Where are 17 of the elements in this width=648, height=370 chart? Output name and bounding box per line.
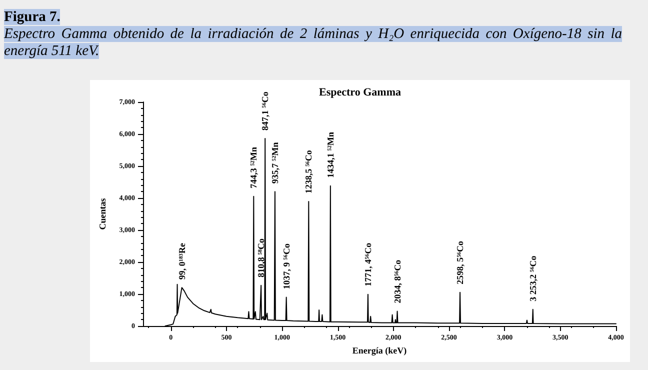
annotation: 744,3 ⁵²Mn xyxy=(248,146,259,188)
annotation: 3 253,2 ⁵⁶Co xyxy=(528,255,538,302)
y-axis-title: Cuentas xyxy=(98,198,108,230)
annotation: 2598, 5⁵⁶Co xyxy=(455,240,466,284)
annotation: 1434,1 ⁵²Mn xyxy=(325,132,336,178)
annotation: 810,8 ⁵⁸Co xyxy=(256,238,266,278)
annotation: 847,1 ⁵⁶Co xyxy=(260,91,270,130)
annotation: 2034, 8⁵⁶Co xyxy=(392,259,402,304)
annotation: 1037, 9 ⁵⁶Co xyxy=(281,243,292,290)
chart-title: Espectro Gamma xyxy=(319,86,402,98)
annotation: 1238,5 ⁵⁶Co xyxy=(304,150,314,194)
text: Figura 7. xyxy=(4,9,60,25)
x-axis-title: Energía (keV) xyxy=(352,346,407,356)
annotation: 99, 0¹⁸³Re xyxy=(176,243,187,280)
annotation: 935,7 ⁵²Mn xyxy=(270,142,280,184)
text: Espectro Gamma obtenido de la irradiación de 2 láminas y H₂O enriquecida con Oxígeno-18 sin la energía 511 keV. xyxy=(4,26,622,59)
annotation: 1771, 4⁵⁶Co xyxy=(362,242,373,286)
